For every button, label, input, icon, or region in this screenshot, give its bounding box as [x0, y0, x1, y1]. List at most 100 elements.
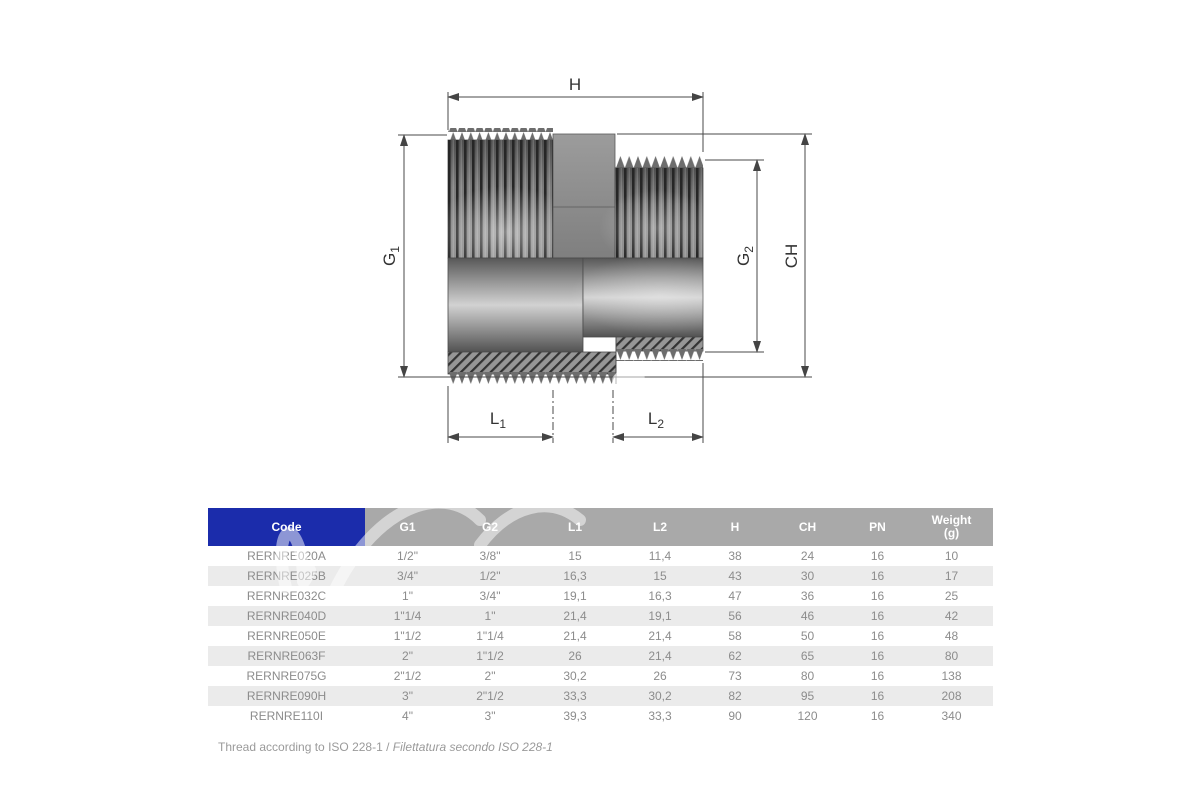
table-cell-l1: 39,3 — [563, 709, 587, 723]
table-cell-pn: 16 — [870, 549, 885, 563]
table-cell-l1: 16,3 — [563, 569, 587, 583]
table-cell-l1: 30,2 — [563, 669, 587, 683]
column-header-pn: PN — [845, 508, 910, 546]
table-cell-code: RERNRE032C — [246, 589, 327, 603]
table-cell-code: RERNRE020A — [247, 549, 326, 563]
table-cell-weight: 340 — [941, 709, 962, 723]
table-cell-ch: 24 — [800, 549, 815, 563]
table-cell-h: 47 — [728, 589, 742, 603]
table-cell-g2: 1"1/2 — [476, 649, 504, 663]
table-cell-g2: 2" — [484, 669, 496, 683]
dimension-labels: H G1 G2 CH L1 L2 — [380, 75, 801, 431]
table-cell-code: RERNRE090H — [246, 689, 327, 703]
table-row: RERNRE025B 3/4" 1/2" 16,3 15 43 30 16 17 — [208, 566, 993, 586]
table-cell-weight: 10 — [944, 549, 959, 563]
table-row: RERNRE020A 1/2" 3/8" 15 11,4 38 24 16 10 — [208, 546, 993, 566]
table-cell-l1: 19,1 — [563, 589, 587, 603]
dim-label-ch: CH — [782, 244, 801, 269]
table-cell-h: 90 — [728, 709, 742, 723]
table-cell-pn: 16 — [870, 609, 885, 623]
table-cell-weight: 80 — [944, 649, 959, 663]
table-cell-code: RERNRE040D — [246, 609, 327, 623]
table-cell-g1: 2"1/2 — [393, 669, 422, 683]
table-cell-g2: 3" — [484, 709, 496, 723]
dimension-lines — [398, 92, 812, 443]
table-cell-weight: 208 — [941, 689, 962, 703]
column-header-h: H — [700, 508, 770, 546]
table-cell-weight: 17 — [944, 569, 959, 583]
table-cell-code: RERNRE075G — [246, 669, 327, 683]
table-cell-l1: 21,4 — [563, 609, 587, 623]
column-header-code: Code — [208, 508, 365, 546]
table-cell-pn: 16 — [870, 669, 885, 683]
table-cell-pn: 16 — [870, 689, 885, 703]
table-cell-g2: 3/8" — [479, 549, 501, 563]
table-cell-h: 58 — [728, 629, 742, 643]
table-cell-pn: 16 — [870, 589, 885, 603]
table-row: RERNRE110I 4" 3" 39,3 33,3 90 120 16 340 — [208, 706, 993, 726]
table-cell-l2: 30,2 — [648, 689, 672, 703]
table-cell-g2: 1" — [484, 609, 496, 623]
column-header-ch: CH — [770, 508, 845, 546]
column-header-l1: L1 — [530, 508, 620, 546]
table-cell-g2: 2"1/2 — [476, 689, 504, 703]
table-cell-l1: 26 — [568, 649, 582, 663]
spec-table: Code G1 G2 L1 L2 H CH PN Weight (g) RERNRE020A 1/2… — [208, 508, 993, 726]
technical-drawing: H G1 G2 CH L1 L2 — [380, 75, 812, 443]
table-cell-g1: 1"1/4 — [393, 609, 422, 623]
table-cell-ch: 46 — [800, 609, 815, 623]
thread-section-g2 — [599, 156, 715, 266]
table-cell-code: RERNRE063F — [247, 649, 326, 663]
table-cell-g1: 3/4" — [397, 569, 418, 583]
column-header-weight: Weight (g) — [910, 508, 993, 546]
table-cell-code: RERNRE050E — [247, 629, 326, 643]
fitting-body — [430, 128, 750, 384]
table-cell-h: 62 — [728, 649, 742, 663]
table-cell-g1: 1" — [402, 589, 413, 603]
thread-standard-note: Thread according to ISO 228-1 / Filettat… — [218, 740, 553, 754]
note-italian: Filettatura secondo ISO 228-1 — [392, 740, 553, 754]
table-cell-ch: 36 — [800, 589, 815, 603]
table-cell-h: 73 — [728, 669, 742, 683]
column-header-l2: L2 — [620, 508, 700, 546]
table-cell-pn: 16 — [870, 629, 885, 643]
table-cell-l1: 33,3 — [563, 689, 587, 703]
table-body: RERNRE020A 1/2" 3/8" 15 11,4 38 24 16 10 RERNRE02… — [208, 546, 993, 726]
column-header-g1: G1 — [365, 508, 450, 546]
dim-label-l1: L1 — [490, 409, 506, 431]
table-cell-h: 38 — [728, 549, 742, 563]
bore-cylinders — [447, 255, 750, 353]
table-cell-h: 82 — [728, 689, 742, 703]
table-cell-l2: 11,4 — [648, 549, 672, 563]
table-cell-weight: 48 — [944, 629, 959, 643]
table-cell-g1: 2" — [402, 649, 413, 663]
table-cell-l1: 15 — [568, 549, 582, 563]
table-cell-ch: 120 — [797, 709, 818, 723]
table-cell-g1: 1/2" — [397, 549, 418, 563]
table-cell-h: 43 — [728, 569, 742, 583]
table-cell-code: RERNRE110I — [249, 709, 324, 723]
column-header-g2: G2 — [450, 508, 530, 546]
table-cell-g2: 1/2" — [479, 569, 501, 583]
table-cell-g2: 1"1/4 — [476, 629, 504, 643]
table-row: RERNRE050E 1"1/2 1"1/4 21,4 21,4 58 50 16 48 — [208, 626, 993, 646]
dim-label-g1: G1 — [380, 246, 402, 266]
table-cell-l2: 26 — [653, 669, 667, 683]
table-cell-weight: 42 — [944, 609, 959, 623]
table-cell-l2: 19,1 — [648, 609, 672, 623]
table-cell-l2: 21,4 — [648, 629, 672, 643]
table-cell-g1: 3" — [402, 689, 413, 703]
table-cell-g1: 4" — [402, 709, 413, 723]
table-cell-ch: 65 — [800, 649, 815, 663]
table-cell-ch: 50 — [800, 629, 815, 643]
dim-label-g2: G2 — [734, 246, 756, 266]
table-cell-pn: 16 — [870, 709, 885, 723]
table-cell-ch: 30 — [800, 569, 815, 583]
table-row: RERNRE040D 1"1/4 1" 21,4 19,1 56 46 16 42 — [208, 606, 993, 626]
table-cell-pn: 16 — [870, 569, 885, 583]
table-cell-l2: 21,4 — [648, 649, 672, 663]
table-cell-h: 56 — [728, 609, 742, 623]
table-cell-l2: 33,3 — [648, 709, 672, 723]
table-cell-l2: 15 — [653, 569, 667, 583]
